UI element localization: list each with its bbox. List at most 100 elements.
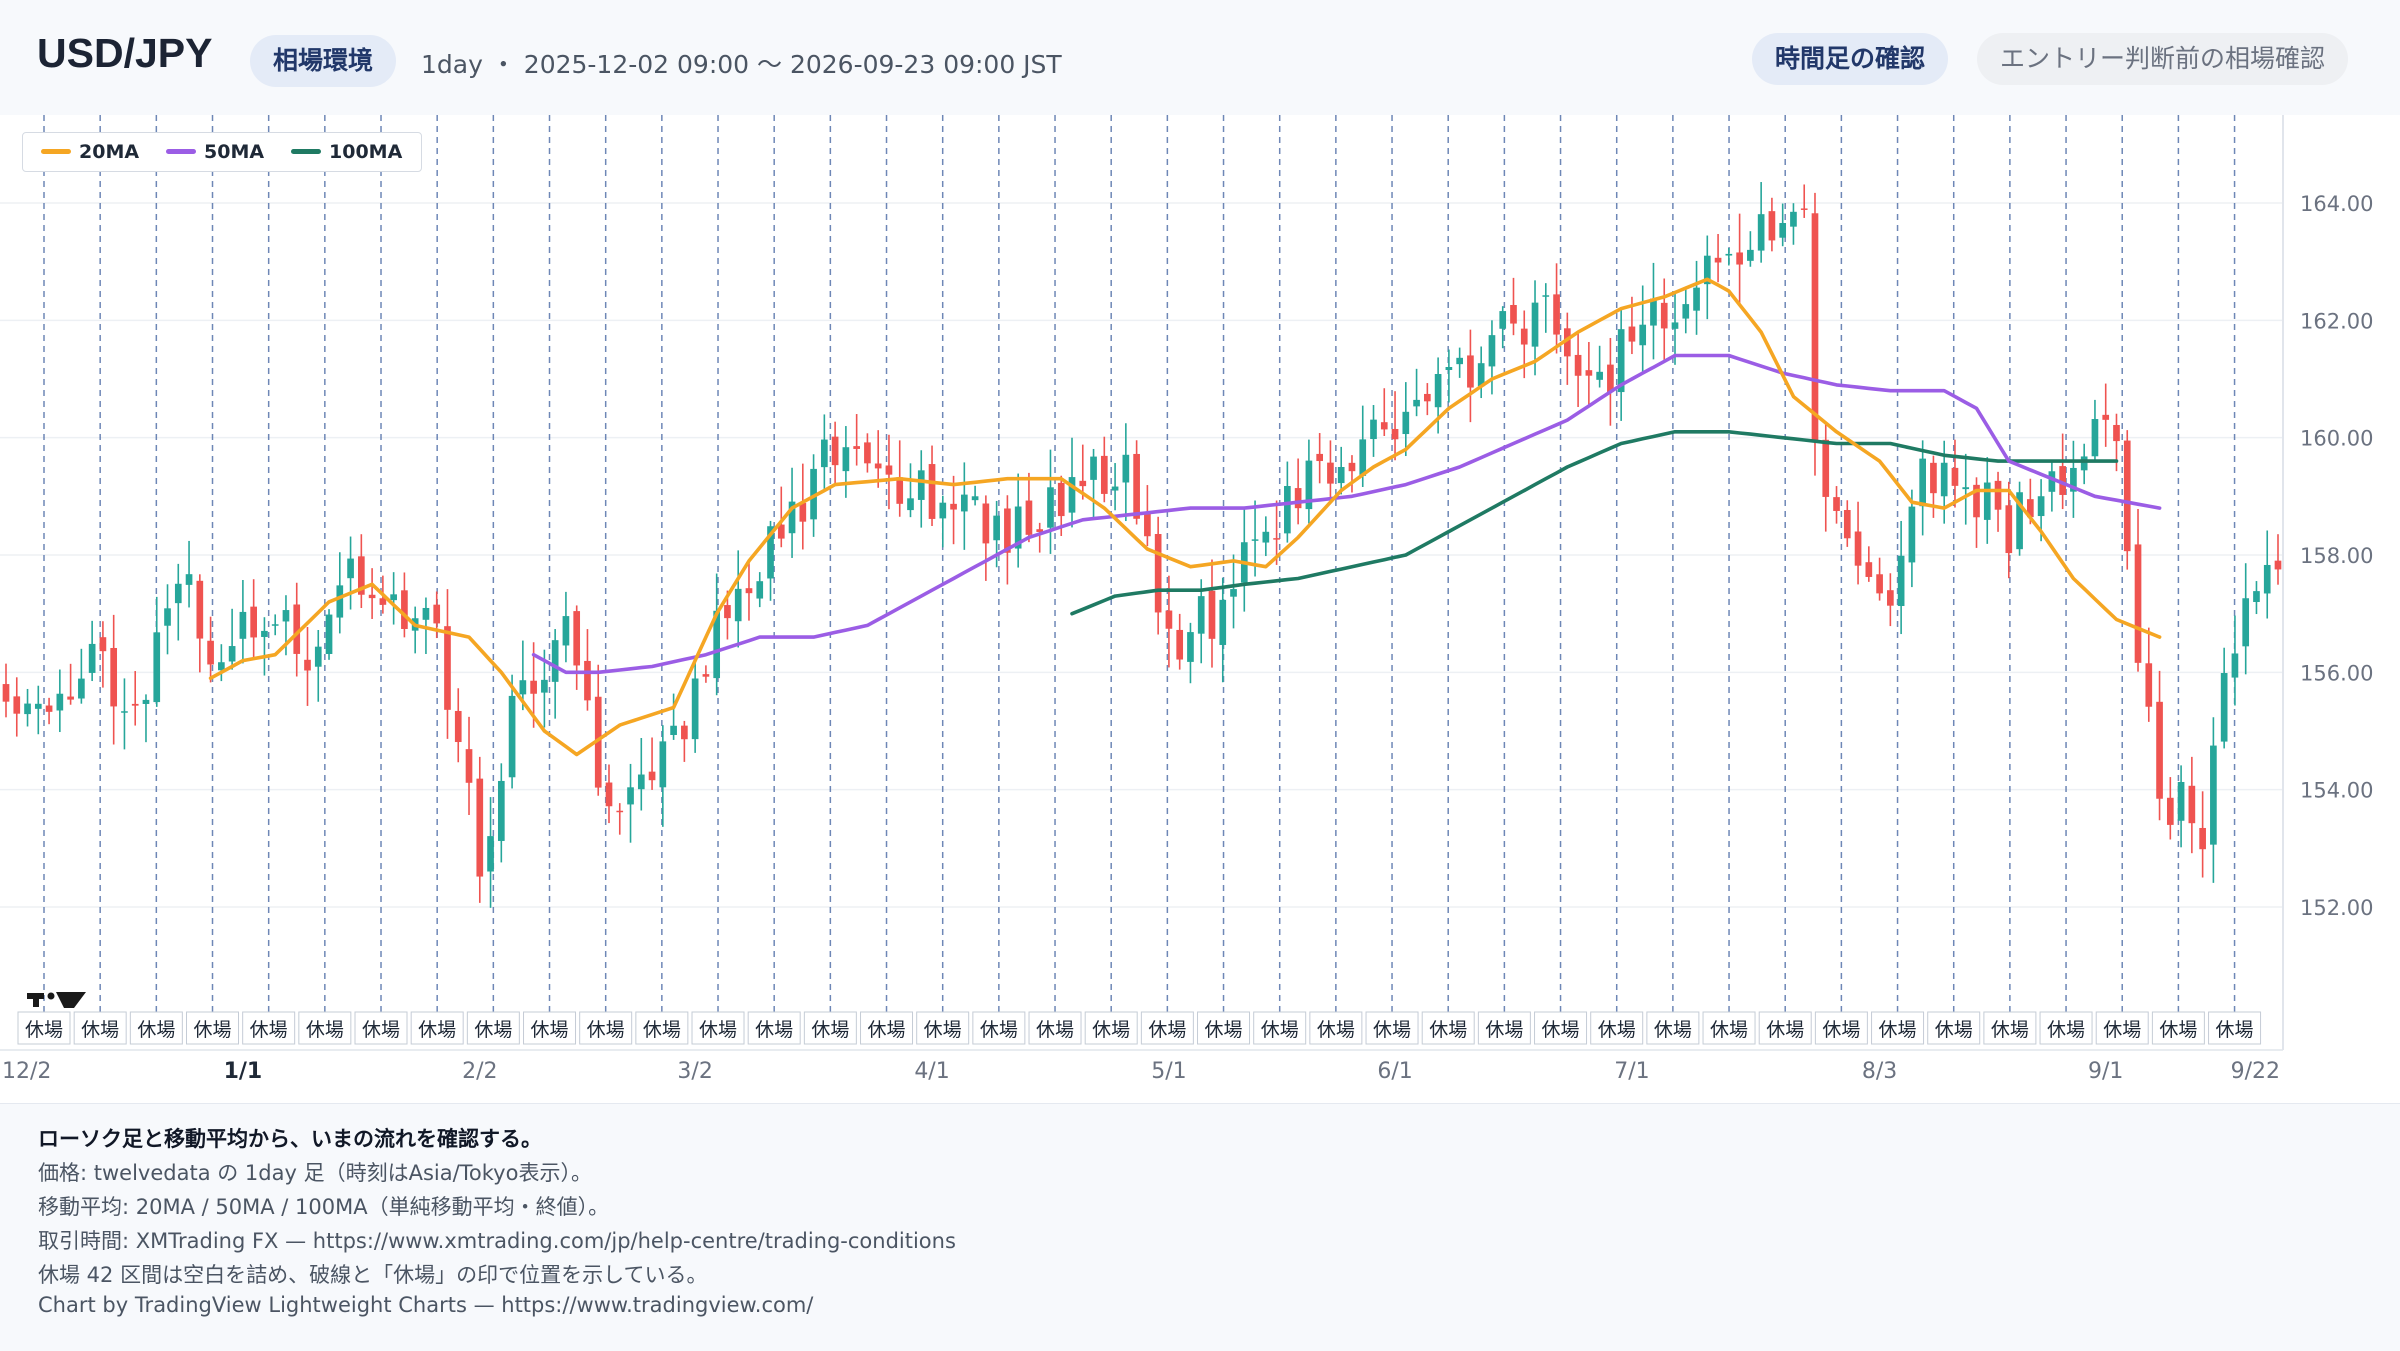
candle-body xyxy=(218,662,225,671)
candle-body xyxy=(1068,477,1076,513)
closed-label: 休場 xyxy=(306,1019,344,1041)
closed-label-box xyxy=(1983,1011,2037,1045)
candle-body xyxy=(874,463,882,469)
candle-body xyxy=(842,447,850,472)
price-tick-label: 160.00 xyxy=(2300,427,2373,451)
candle-body xyxy=(1940,462,1948,497)
candle-body xyxy=(1682,304,1690,319)
closed-label-box xyxy=(635,1011,689,1045)
candle-body xyxy=(185,574,193,585)
candle-body xyxy=(2145,663,2153,707)
closed-label: 休場 xyxy=(699,1019,737,1041)
closed-label-box xyxy=(2151,1011,2205,1045)
candle-body xyxy=(357,556,365,595)
candle-body xyxy=(1144,512,1151,537)
candle-body xyxy=(691,678,699,740)
candle-body xyxy=(853,446,860,449)
time-tick-label: 9/1 xyxy=(2088,1059,2123,1084)
candle-body xyxy=(1607,364,1614,393)
closed-label: 休場 xyxy=(1542,1019,1580,1041)
market-environment-badge[interactable]: 相場環境 xyxy=(250,35,397,87)
footnote-closed-intervals: 休場 42 区間は空白を詰め、破線と「休場」の印で位置を示している。 xyxy=(38,1263,708,1287)
closed-label: 休場 xyxy=(2216,1019,2254,1041)
price-tick-label: 156.00 xyxy=(2300,661,2373,685)
candle-body xyxy=(1908,506,1916,563)
candle-body xyxy=(368,594,376,599)
time-tick-label: 2/2 xyxy=(462,1059,497,1084)
candle-body xyxy=(34,703,42,709)
closed-label: 休場 xyxy=(643,1019,681,1041)
closed-label-box xyxy=(129,1011,183,1045)
tradingview-logo-icon[interactable] xyxy=(27,992,86,1008)
candle-body xyxy=(2016,492,2023,550)
candle-body xyxy=(939,502,947,519)
candle-body xyxy=(1434,374,1442,408)
candle-body xyxy=(1563,328,1571,357)
candle-body xyxy=(1887,590,1894,606)
timeframe-check-button[interactable]: 時間足の確認 xyxy=(1752,33,1949,85)
closed-label: 休場 xyxy=(362,1019,400,1041)
closed-label: 休場 xyxy=(755,1019,793,1041)
candle-body xyxy=(637,774,645,790)
candle-body xyxy=(24,703,31,715)
candle-body xyxy=(1930,462,1937,494)
moving-average-lines xyxy=(208,277,2162,757)
candle-body xyxy=(810,468,817,520)
candle-body xyxy=(573,611,581,666)
candle-body xyxy=(2059,466,2066,495)
time-axis[interactable]: 12/2 1/1 2/2 3/2 4/1 5/1 6/1 7/1 8/3 9/1 9/22 xyxy=(0,1049,2283,1084)
time-tick-label: 4/1 xyxy=(914,1059,949,1084)
closed-label: 休場 xyxy=(1879,1019,1917,1041)
closed-label-box xyxy=(354,1011,408,1045)
candle-body xyxy=(1499,311,1507,329)
candle-body xyxy=(2102,414,2110,420)
chart-footnotes xyxy=(0,1103,2400,1351)
candle-body xyxy=(1843,510,1851,539)
footnote-chart-credit: Chart by TradingView Lightweight Charts … xyxy=(38,1293,814,1317)
candle-body xyxy=(1897,555,1905,607)
candle-body xyxy=(1251,539,1259,541)
candle-body xyxy=(1284,486,1291,534)
candle-body xyxy=(422,607,430,620)
candle-body xyxy=(777,524,785,539)
candle-body xyxy=(1327,462,1334,484)
price-tick-label: 158.00 xyxy=(2300,544,2373,568)
legend-swatch-ma100 xyxy=(291,148,321,154)
closed-label-box xyxy=(2039,1011,2093,1045)
price-axis[interactable]: 152.00 154.00 156.00 158.00 160.00 162.00 164.… xyxy=(2300,192,2373,920)
closed-label-box xyxy=(1309,1011,1363,1045)
candle-body xyxy=(659,741,667,788)
candle-body xyxy=(2253,591,2260,602)
candle-body xyxy=(982,503,990,544)
legend-item-ma100: 100MA xyxy=(291,141,402,163)
closed-label: 休場 xyxy=(1654,1019,1692,1041)
candle-body xyxy=(282,610,290,622)
candle-body xyxy=(293,604,301,654)
candle-body xyxy=(444,626,451,710)
closed-label-box xyxy=(2095,1011,2149,1045)
candle-body xyxy=(487,836,494,872)
candle-body xyxy=(207,640,214,665)
candle-body xyxy=(1650,298,1657,326)
candle-body xyxy=(508,695,516,778)
closed-label: 休場 xyxy=(587,1019,625,1041)
candle-body xyxy=(2156,701,2163,799)
candle-body xyxy=(1757,214,1765,251)
candle-body xyxy=(2123,440,2131,552)
candle-body xyxy=(864,442,871,464)
closed-label-box xyxy=(860,1011,914,1045)
candle-body xyxy=(1542,295,1550,297)
pre-entry-check-button[interactable]: エントリー判断前の相場確認 xyxy=(1977,33,2349,85)
candle-body xyxy=(2220,673,2228,742)
candle-body xyxy=(2113,424,2120,442)
closed-label-box xyxy=(1253,1011,1307,1045)
candle-body xyxy=(1208,590,1216,639)
closed-label-box xyxy=(73,1011,127,1045)
closed-label: 休場 xyxy=(2047,1019,2085,1041)
price-chart[interactable]: 152.00 154.00 156.00 158.00 160.00 162.00 164.… xyxy=(0,115,2400,1103)
candle-body xyxy=(99,637,107,652)
candle-body xyxy=(562,616,570,646)
candle-body xyxy=(1359,439,1367,476)
candle-body xyxy=(1230,589,1237,597)
candle-body xyxy=(1962,487,1970,490)
